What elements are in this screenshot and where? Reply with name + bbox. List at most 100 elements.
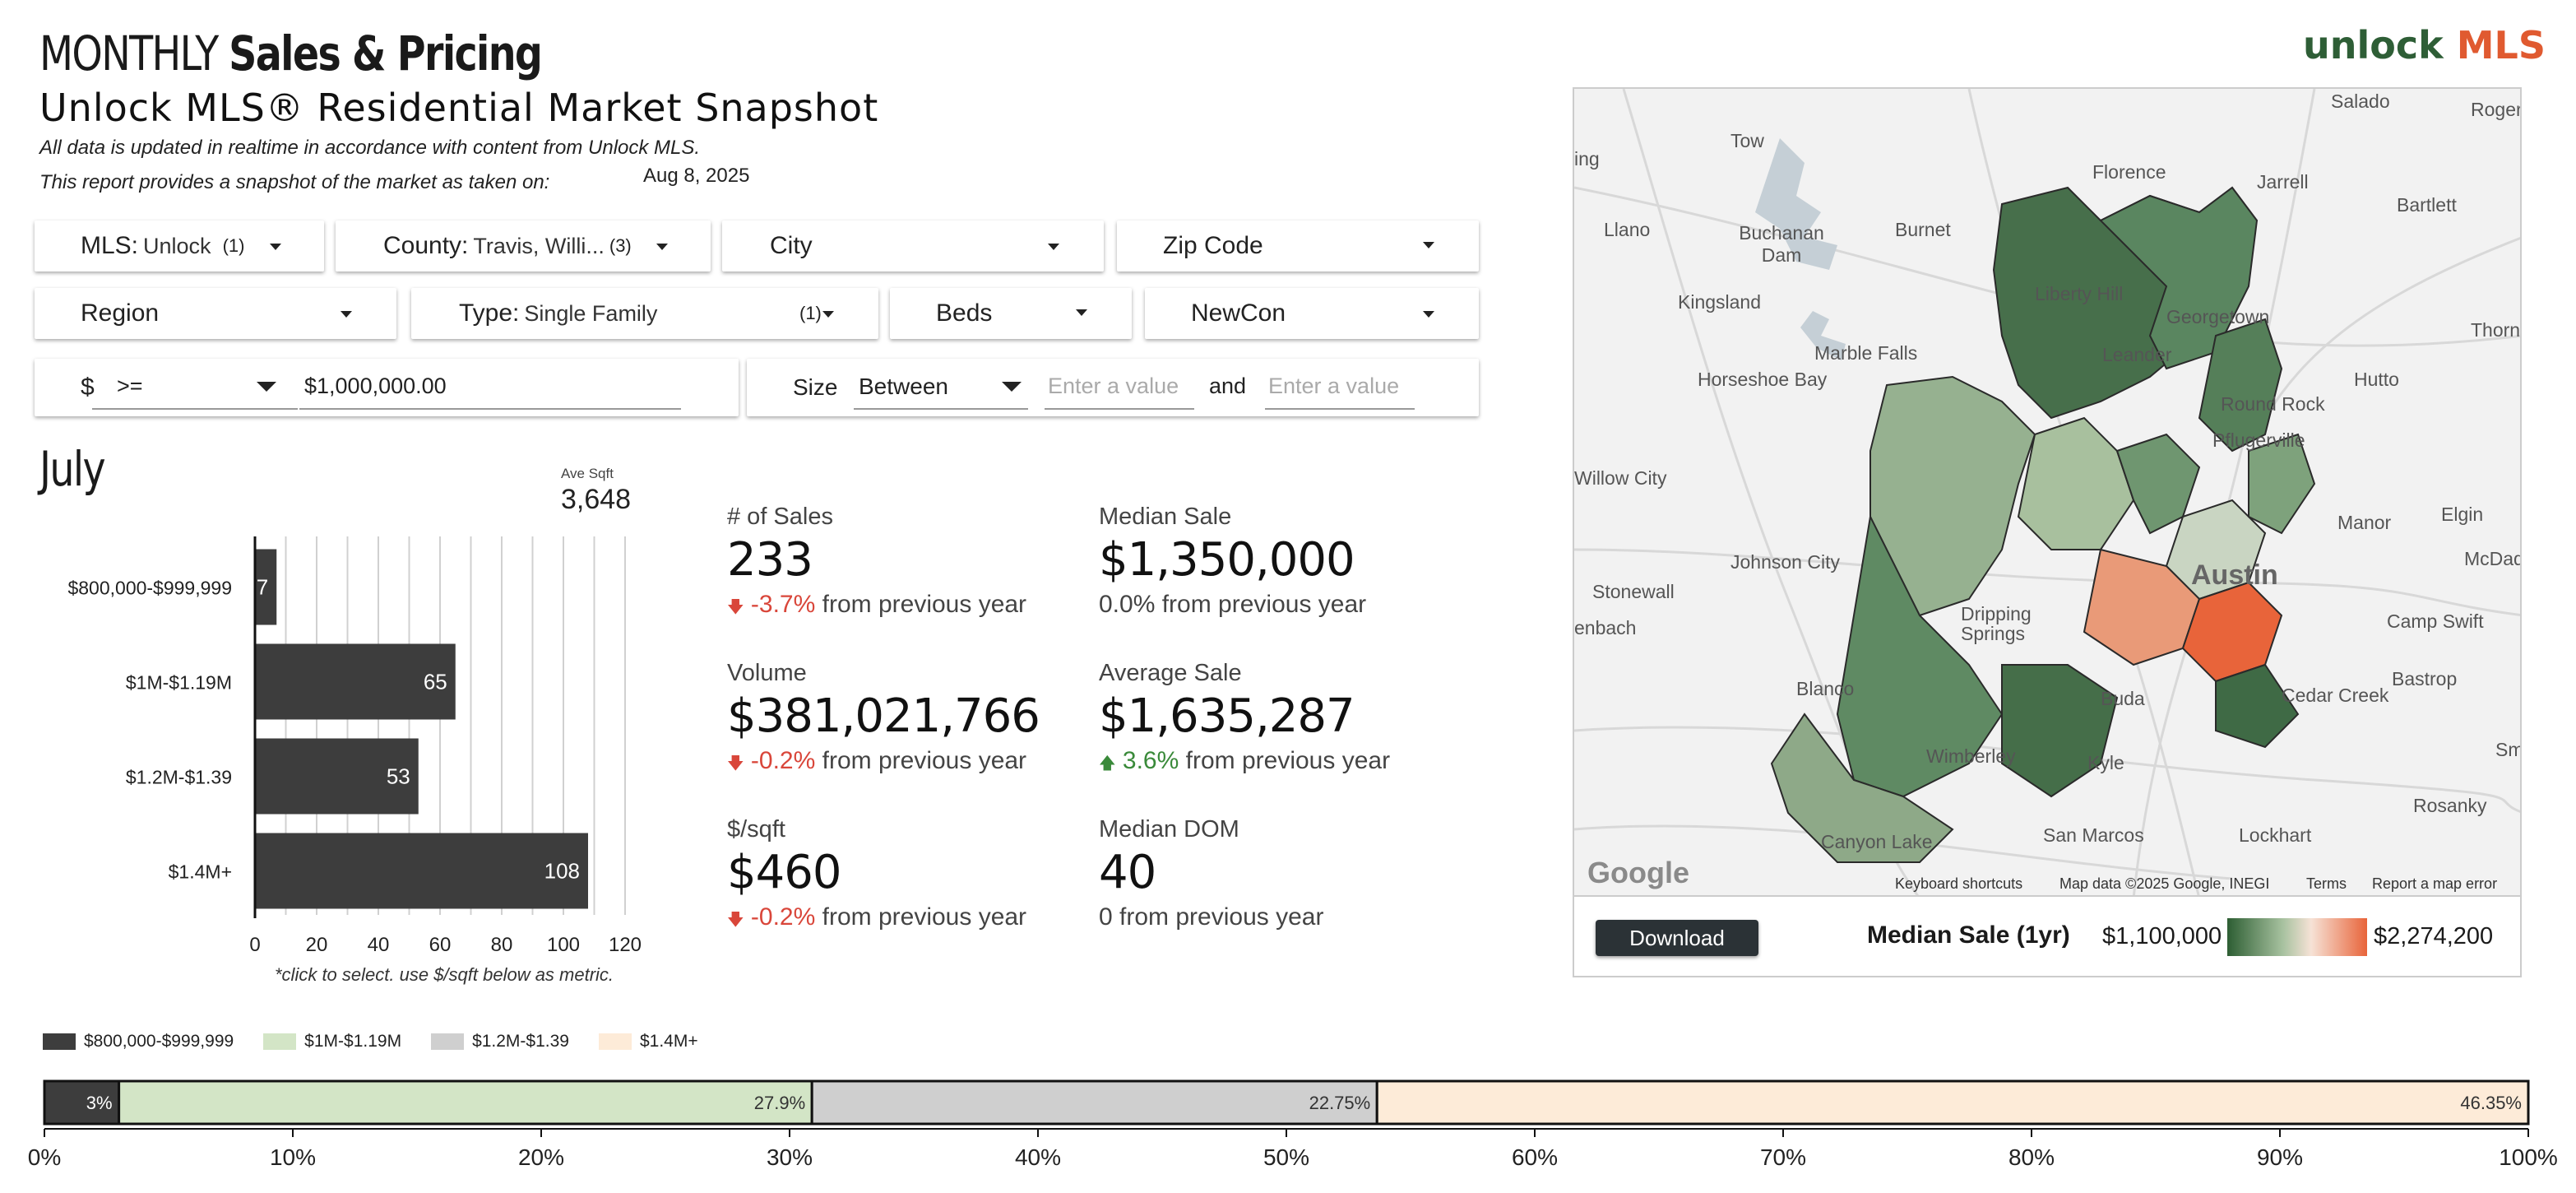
sales-change-suffix: from previous year [822,591,1027,618]
chevron-down-icon [257,382,276,392]
size-operator-select[interactable]: Between [859,374,948,399]
ave-sqft-value: 3,648 [561,484,632,515]
average-sale-value: $1,635,287 [1099,689,1355,743]
average-change-suffix: from previous year [1185,747,1391,774]
legend-item[interactable]: $1.2M-$1.39 [431,1032,569,1051]
legend-label: $1.4M+ [639,1032,698,1051]
x-tick-label: 40% [1015,1144,1061,1170]
map-label: Kyle [2087,752,2124,773]
map-label: Horseshoe Bay [1698,369,1828,390]
average-change-pct: 3.6% [1122,747,1179,774]
region-wimberley[interactable] [1770,713,1954,863]
x-tick-label: 10% [270,1144,316,1170]
map-label: Wimberley [1926,745,2016,767]
size-max-input[interactable]: Enter a value [1268,374,1400,398]
median-sale-label: Median Sale [1099,504,1232,530]
region-lakeway[interactable] [2017,416,2135,550]
terms-link[interactable]: Terms [2306,875,2347,892]
price-filter-label: $ [81,374,95,401]
stacked-share-bar-chart[interactable]: 3% 27.9% 22.75% 46.35% 0% 10% 20% 30% 40% 50% 60% 7… [0,1070,2576,1193]
map-label: Dripping Springs [1961,603,2032,644]
realtime-note: All data is updated in realtime in accor… [39,137,701,159]
legend-swatch [598,1033,632,1050]
map-label: Burnet [1895,219,1951,240]
legend-item[interactable]: $800,000-$999,999 [43,1032,234,1051]
size-filter[interactable]: Size Between Enter a value and Enter a v… [747,359,1479,416]
choropleth-map[interactable]: Salado Rogers Tow Florence Jarrell Bartl… [1573,87,2522,897]
bar [255,833,588,909]
average-sale-label: Average Sale [1099,660,1242,686]
price-sqft-change-pct: -0.2% [750,903,816,931]
x-tick-label: 0 [249,934,260,956]
beds-filter[interactable]: Beds [890,288,1132,339]
map-label: Tow [1730,130,1764,151]
stacked-segment [118,1079,813,1126]
county-filter-label: County: [383,232,469,259]
map-label: Austin [2191,559,2278,591]
price-value-input[interactable]: $1,000,000.00 [304,374,447,398]
size-min-input[interactable]: Enter a value [1048,374,1179,398]
stacked-legend: $800,000-$999,999 $1M-$1.19M $1.2M-$1.39… [43,1032,698,1051]
volume-change-suffix: from previous year [822,747,1027,774]
average-sale-change: 🡅 3.6% from previous year [1099,747,1390,779]
region-southeast[interactable] [2215,663,2300,749]
region-west-lake[interactable] [1869,375,2036,617]
segment-label: 27.9% [754,1093,805,1113]
operator-underline [92,408,298,410]
county-filter-count: (3) [609,235,632,256]
type-filter-value: Single Family [524,300,658,326]
stacked-segment [1375,1079,2530,1126]
brand-text-b: MLS [2456,23,2546,67]
zip-filter-label: Zip Code [1163,232,1263,259]
category-label: $1.4M+ [169,861,232,883]
region-filter-label: Region [81,299,160,327]
download-button[interactable]: Download [1596,920,1758,956]
map-label: ing [1574,148,1600,169]
map-label: Liberty Hill [2035,283,2124,304]
price-range-bar-chart[interactable]: $800,000-$999,999 7 $1M-$1.19M 65 $1.2M-$1.3… [0,527,674,963]
map-legend-min: $1,100,000 [2102,923,2222,949]
legend-item[interactable]: $1M-$1.19M [263,1032,401,1051]
region-pflugerville[interactable] [2248,433,2316,535]
region-dripping-springs[interactable] [1836,513,2004,798]
legend-item[interactable]: $1.4M+ [598,1032,698,1051]
legend-swatch [431,1033,465,1050]
legend-label: $800,000-$999,999 [84,1032,234,1051]
mls-filter[interactable]: MLS: Unlock (1) [35,220,324,272]
map-label: Rosanky [2413,795,2487,816]
region-round-rock[interactable] [2198,318,2283,453]
chevron-down-icon [1048,244,1059,250]
category-label: $1M-$1.19M [126,672,232,694]
map-label: Pflugerville [2212,429,2305,451]
price-operator-select[interactable]: >= [117,374,143,398]
newcon-filter[interactable]: NewCon [1145,288,1479,339]
category-label: $1.2M-$1.39 [126,767,232,788]
map-label: Sm [2495,739,2522,760]
region-filter[interactable]: Region [35,288,396,339]
zip-filter[interactable]: Zip Code [1117,220,1479,272]
sales-count-value: 233 [727,533,813,587]
price-sqft-change-suffix: from previous year [822,903,1027,931]
median-dom-value: 40 [1099,846,1156,899]
map-label: San Marcos [2043,824,2144,846]
region-georgetown[interactable] [2099,186,2259,370]
price-filter[interactable]: $ >= $1,000,000.00 [35,359,739,416]
report-map-error-link[interactable]: Report a map error [2372,875,2498,892]
median-dom-change: 0 from previous year [1099,903,1324,931]
map-canvas[interactable] [1574,89,2522,897]
chevron-down-icon [822,311,834,318]
map-label: Hutto [2354,369,2399,390]
size-and-label: and [1209,374,1247,398]
bar [255,643,456,720]
volume-change-pct: -0.2% [750,747,816,774]
type-filter[interactable]: Type: Single Family (1) [411,288,878,339]
mls-filter-count: (1) [222,235,245,256]
keyboard-shortcuts-link[interactable]: Keyboard shortcuts [1895,875,2023,892]
price-sqft-value: $460 [727,846,842,899]
map-label: Llano [1604,219,1651,240]
city-filter[interactable]: City [722,220,1104,272]
region-southwest[interactable] [2001,664,2119,798]
county-filter[interactable]: County: Travis, Willi... (3) [336,220,711,272]
map-regions[interactable] [1770,186,2316,863]
volume-label: Volume [727,660,807,686]
